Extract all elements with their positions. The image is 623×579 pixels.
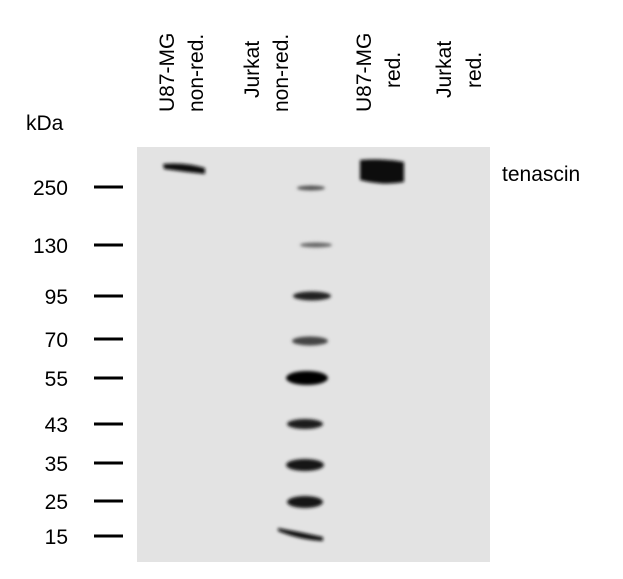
marker-label: 25 <box>45 491 68 514</box>
lane-label: red. <box>463 52 486 88</box>
lane-label: non-red. <box>185 34 208 112</box>
lane-label: Jurkat <box>241 41 264 98</box>
marker-label: 250 <box>33 177 68 200</box>
ladder-band <box>286 371 328 385</box>
lane-label: non-red. <box>270 34 293 112</box>
marker-label: 130 <box>33 235 68 258</box>
ladder-band <box>286 459 324 471</box>
ladder-band <box>287 496 323 508</box>
marker-label: 43 <box>45 414 68 437</box>
marker-label: 70 <box>45 329 68 352</box>
ladder-band <box>287 419 323 429</box>
lane-label: U87-MG <box>353 33 376 112</box>
marker-label: 55 <box>45 368 68 391</box>
marker-label: 15 <box>45 526 68 549</box>
tenascin-band <box>163 163 205 174</box>
marker-label: 35 <box>45 453 68 476</box>
lane-label: red. <box>382 52 405 88</box>
marker-scale: 250 130 95 70 55 43 35 25 15 <box>33 177 123 549</box>
bands <box>163 159 404 541</box>
ladder-band <box>300 242 332 248</box>
lane-label: Jurkat <box>433 41 456 98</box>
ladder-band <box>297 185 325 191</box>
ladder-band <box>293 291 331 301</box>
lane-label: U87-MG <box>156 33 179 112</box>
marker-label: 95 <box>45 286 68 309</box>
unit-label: kDa <box>26 112 64 135</box>
blot-membrane <box>137 147 490 562</box>
tenascin-band <box>360 159 404 184</box>
band-label: tenascin <box>502 163 580 186</box>
ladder-band <box>278 528 323 541</box>
ladder-band <box>292 336 328 346</box>
lane-labels: U87-MG non-red. Jurkat non-red. U87-MG r… <box>156 33 486 112</box>
